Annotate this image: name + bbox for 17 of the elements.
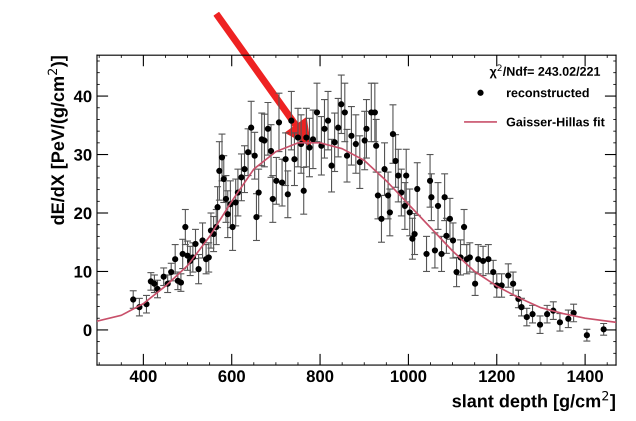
- y-axis-title: dE/dX [PeV/(g/cm$^{2}$)]: [48, 56, 68, 225]
- x-tick-label: 1200: [479, 370, 515, 382]
- y-tick-label: 0: [84, 324, 92, 336]
- x-tick-label: 400: [130, 370, 157, 382]
- line-series: [96, 142, 616, 324]
- y-tick-label: 20: [74, 207, 92, 220]
- legend-label: reconstructed: [506, 88, 589, 98]
- y-tick-label: 40: [74, 90, 92, 102]
- x-tick-label: 1000: [390, 370, 426, 382]
- legend-label: Gaisser-Hillas fit: [506, 117, 605, 126]
- y-tick-label: 10: [74, 266, 92, 278]
- x-tick-label: 600: [218, 370, 245, 382]
- y-tick-label: 30: [74, 148, 92, 161]
- annotation: χ$^{2}$/Ndf= 243.02/221: [490, 64, 600, 78]
- x-tick-label: 1400: [568, 370, 603, 382]
- x-axis-title: slant depth [g/cm$^{2}$]: [452, 390, 615, 412]
- x-tick-label: 800: [306, 370, 334, 382]
